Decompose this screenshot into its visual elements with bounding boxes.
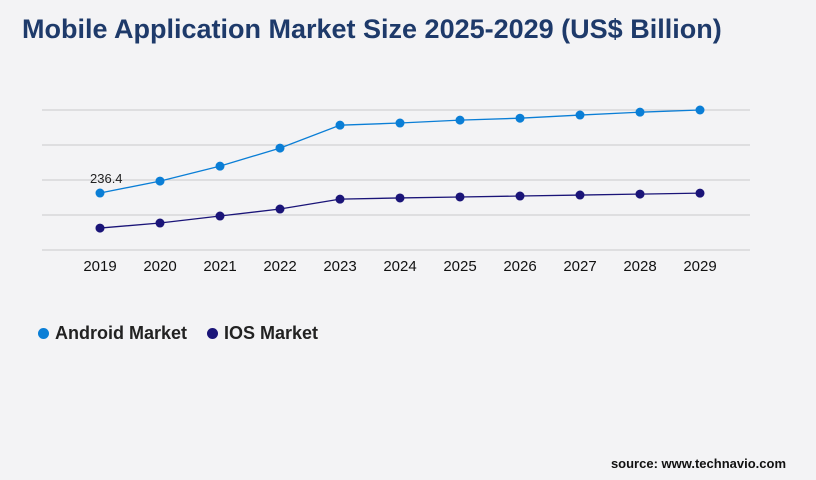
x-tick-label: 2029 bbox=[683, 258, 716, 275]
data-point bbox=[635, 189, 645, 199]
source-note: source: www.technavio.com bbox=[610, 456, 786, 471]
data-point bbox=[455, 115, 465, 125]
legend-item-android: Android Market bbox=[38, 323, 187, 344]
x-tick-label: 2021 bbox=[203, 258, 236, 275]
data-point bbox=[575, 190, 585, 200]
data-point bbox=[275, 204, 285, 214]
x-tick-label: 2026 bbox=[503, 258, 536, 275]
x-tick-label: 2028 bbox=[623, 258, 656, 275]
data-point bbox=[155, 176, 165, 186]
data-point bbox=[695, 105, 705, 115]
data-point bbox=[335, 120, 345, 130]
x-tick-label: 2025 bbox=[443, 258, 476, 275]
data-point bbox=[515, 113, 525, 123]
legend-marker-android bbox=[38, 328, 49, 339]
data-point bbox=[575, 110, 585, 120]
data-point bbox=[395, 118, 405, 128]
legend-label: IOS Market bbox=[224, 323, 319, 343]
x-tick-label: 2024 bbox=[383, 258, 416, 275]
data-label: 236.4 bbox=[90, 171, 123, 186]
data-point bbox=[215, 211, 225, 221]
x-tick-label: 2027 bbox=[563, 258, 596, 275]
legend: Android Market IOS Market bbox=[38, 323, 318, 344]
data-point bbox=[155, 218, 165, 228]
legend-item-ios: IOS Market bbox=[207, 323, 318, 344]
data-point bbox=[635, 107, 645, 117]
data-point bbox=[275, 143, 285, 153]
chart-title: Mobile Application Market Size 2025-2029… bbox=[22, 14, 722, 44]
data-point bbox=[95, 188, 105, 198]
data-point bbox=[455, 192, 465, 202]
data-point bbox=[695, 188, 705, 198]
x-tick-label: 2020 bbox=[143, 258, 176, 275]
legend-label: Android Market bbox=[55, 323, 188, 343]
x-tick-label: 2022 bbox=[263, 258, 296, 275]
data-point bbox=[335, 194, 345, 204]
x-tick-label: 2023 bbox=[323, 258, 356, 275]
legend-marker-ios bbox=[207, 328, 219, 339]
x-tick-label: 2019 bbox=[83, 258, 116, 275]
data-point bbox=[395, 193, 405, 203]
data-point bbox=[515, 191, 525, 201]
data-point bbox=[95, 223, 105, 233]
data-point bbox=[215, 161, 225, 171]
line-chart: 2019 2020 2021 2022 2023 2024 2025 2026 2027 2028… bbox=[42, 105, 750, 275]
